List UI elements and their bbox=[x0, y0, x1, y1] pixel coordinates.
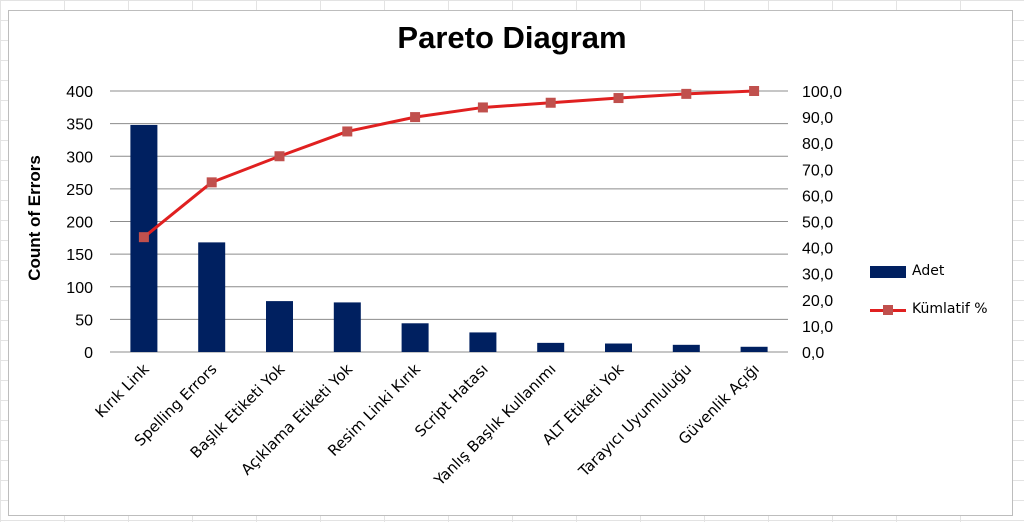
y-tick-label: 350 bbox=[66, 117, 93, 134]
y2-tick-label: 40,0 bbox=[802, 241, 833, 258]
y-tick-label: 250 bbox=[66, 182, 93, 199]
line-marker bbox=[410, 112, 421, 123]
bar bbox=[537, 342, 565, 352]
y2-tick-label: 80,0 bbox=[802, 136, 833, 153]
line-marker bbox=[206, 177, 217, 188]
y2-tick-label: 90,0 bbox=[802, 110, 833, 127]
chart-title: Pareto Diagram bbox=[397, 20, 627, 55]
y-tick-label: 150 bbox=[66, 247, 93, 264]
line-marker bbox=[613, 93, 624, 104]
y-axis-title-text: Count of Errors bbox=[25, 155, 44, 281]
y2-tick-label: 0,0 bbox=[802, 345, 824, 362]
x-tick-label: Açıklama Etiketi Yok bbox=[237, 360, 356, 479]
legend-label-adet: Adet bbox=[912, 263, 945, 279]
line-marker bbox=[138, 232, 149, 243]
y2-tick-label: 20,0 bbox=[802, 293, 833, 310]
line-marker bbox=[274, 151, 285, 162]
legend-item-kumlatif: Kümlatif % bbox=[870, 300, 1020, 320]
bar bbox=[605, 343, 632, 352]
y-tick-label: 50 bbox=[75, 312, 93, 329]
x-tick-label: Tarayıcı Uyumluluğu bbox=[574, 360, 695, 481]
bar bbox=[333, 302, 361, 352]
bar bbox=[672, 344, 700, 352]
y-tick-label: 0 bbox=[84, 345, 93, 362]
y-tick-label: 100 bbox=[66, 280, 93, 297]
y2-tick-label: 60,0 bbox=[802, 188, 833, 205]
bar bbox=[469, 332, 497, 352]
y2-tick-label: 100,0 bbox=[802, 84, 842, 101]
bar bbox=[401, 323, 429, 352]
legend-line-swatch bbox=[870, 305, 906, 315]
chart-area[interactable] bbox=[8, 10, 1013, 516]
y-tick-label: 300 bbox=[66, 149, 93, 166]
legend-bar-swatch bbox=[870, 266, 906, 278]
line-marker bbox=[342, 126, 353, 137]
bar bbox=[266, 301, 293, 352]
bar bbox=[198, 242, 226, 352]
y2-tick-label: 70,0 bbox=[802, 162, 833, 179]
line-marker bbox=[749, 86, 760, 96]
legend-item-adet: Adet bbox=[870, 262, 1020, 282]
line-marker bbox=[681, 88, 692, 99]
y2-tick-label: 50,0 bbox=[802, 215, 833, 232]
y2-tick-label: 30,0 bbox=[802, 267, 833, 284]
legend: Adet Kümlatif % bbox=[870, 262, 1020, 338]
bar bbox=[740, 346, 768, 352]
line-marker bbox=[477, 102, 488, 113]
y-tick-label: 400 bbox=[66, 84, 93, 101]
cumulative-line bbox=[142, 89, 755, 239]
x-tick-label: Yanlış Başlık Kullanımı bbox=[430, 360, 560, 490]
line-marker bbox=[545, 97, 556, 108]
y2-tick-label: 10,0 bbox=[802, 319, 833, 336]
x-tick-label: Kırık Link bbox=[92, 360, 153, 421]
legend-label-kumlatif: Kümlatif % bbox=[912, 301, 988, 317]
y-tick-label: 200 bbox=[66, 215, 93, 232]
